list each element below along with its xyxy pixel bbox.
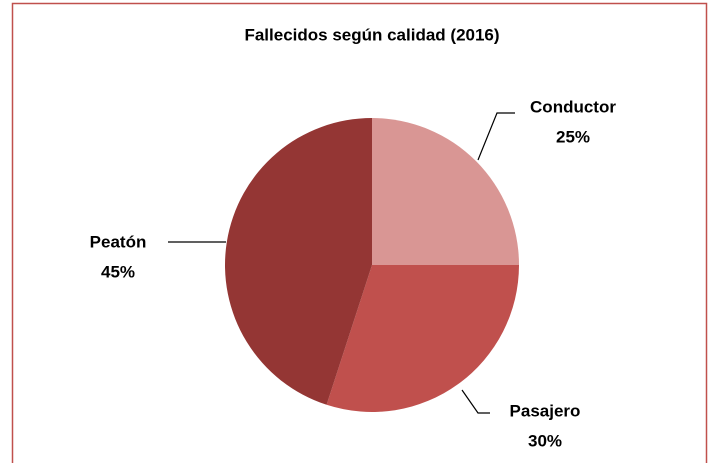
slice-value-label: 30% <box>528 431 562 450</box>
pie-slice <box>224 117 372 405</box>
leader-line <box>477 112 515 161</box>
chart-title: Fallecidos según calidad (2016) <box>244 25 499 44</box>
leader-line <box>461 389 490 414</box>
slice-label: Pasajero <box>510 401 581 420</box>
slice-label: Peatón <box>90 232 147 251</box>
slice-value-label: 25% <box>556 127 590 146</box>
slice-label: Conductor <box>530 97 616 116</box>
pie-slice <box>372 118 519 265</box>
slice-value-label: 45% <box>101 262 135 281</box>
pie-slice <box>326 265 519 412</box>
